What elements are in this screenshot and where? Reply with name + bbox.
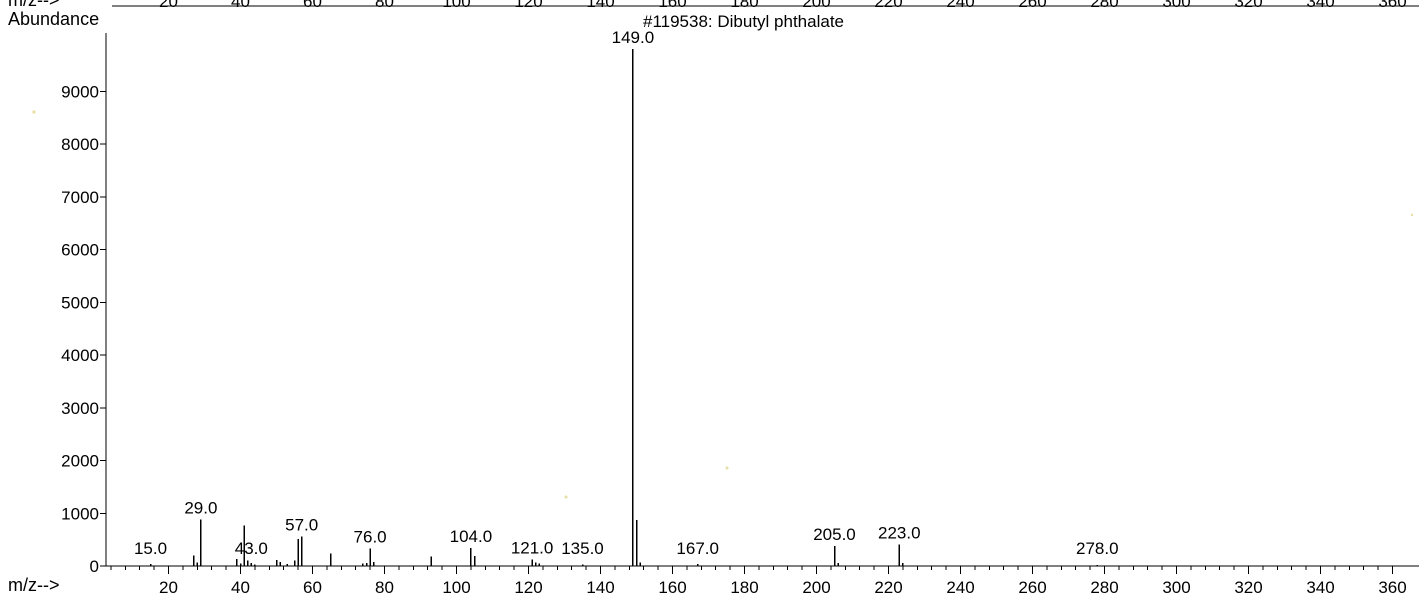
x-tick-label: 40	[231, 578, 250, 597]
x-tick-label: 340	[1306, 578, 1334, 597]
y-ticks	[100, 90, 106, 567]
peak-labels: 15.0 29.0 43.0 57.0 76.0 104.0 121.0 135.0 149.0…	[134, 28, 1119, 558]
x-tick-label: 260	[1018, 578, 1046, 597]
x-tick-label: 140	[586, 578, 614, 597]
x-tick-label: 200	[802, 578, 830, 597]
y-tick-labels: 0 1000 2000 3000 4000 5000 6000 7000 8000 9000	[61, 82, 99, 576]
x-tick-label: 280	[1090, 578, 1118, 597]
top-tick-label: 280	[1090, 0, 1118, 11]
y-tick-label: 4000	[61, 346, 99, 365]
top-tick-label: 60	[303, 0, 322, 11]
top-tick-label: 100	[442, 0, 470, 11]
peak-label: 223.0	[878, 523, 921, 542]
chart-title: #119538: Dibutyl phthalate	[643, 12, 844, 31]
peak-label: 121.0	[511, 539, 554, 558]
x-tick-label: 60	[303, 578, 322, 597]
x-tick-label: 300	[1162, 578, 1190, 597]
x-tick-label: 120	[514, 578, 542, 597]
x-axis-label: m/z-->	[8, 575, 60, 595]
x-tick-label: 180	[730, 578, 758, 597]
top-tick-label: 200	[802, 0, 830, 11]
y-tick-label: 5000	[61, 293, 99, 312]
top-tick-label: 120	[514, 0, 542, 11]
peaks	[149, 49, 1099, 566]
scan-speck	[1410, 213, 1414, 217]
y-axis-label: Abundance	[8, 9, 99, 29]
x-tick-label: 220	[874, 578, 902, 597]
top-tick-label: 140	[586, 0, 614, 11]
y-tick-label: 6000	[61, 241, 99, 260]
scan-speck	[725, 466, 729, 470]
y-tick-label: 0	[90, 557, 99, 576]
top-tick-label: 20	[159, 0, 178, 11]
peak-label: 149.0	[612, 28, 655, 47]
top-tick-labels: 20 40 60 80 100 120 140 160 180 200 220 240 260 280 30…	[159, 0, 1407, 11]
top-tick-label: 340	[1306, 0, 1334, 11]
x-tick-label: 360	[1378, 578, 1406, 597]
peak-label: 15.0	[134, 539, 167, 558]
x-ticks	[110, 566, 1393, 574]
peak-label: 43.0	[235, 539, 268, 558]
y-tick-label: 2000	[61, 452, 99, 471]
y-tick-label: 3000	[61, 399, 99, 418]
scan-speck	[564, 495, 568, 499]
y-tick-label: 9000	[61, 82, 99, 101]
x-tick-labels: 20 40 60 80 100 120 140 160 180 200 220 240 260 280 30…	[159, 578, 1407, 597]
top-tick-label: 360	[1378, 0, 1406, 11]
x-tick-label: 80	[375, 578, 394, 597]
top-tick-label: 260	[1018, 0, 1046, 11]
peak-label: 135.0	[561, 539, 604, 558]
peak-label: 205.0	[813, 525, 856, 544]
peak-label: 278.0	[1076, 539, 1119, 558]
top-tick-label: 240	[946, 0, 974, 11]
x-tick-label: 100	[442, 578, 470, 597]
top-tick-label: 160	[658, 0, 686, 11]
top-tick-label: 80	[375, 0, 394, 11]
peak-label: 104.0	[450, 527, 493, 546]
x-tick-label: 320	[1234, 578, 1262, 597]
scan-speck	[32, 110, 36, 114]
x-tick-label: 160	[658, 578, 686, 597]
top-tick-label: 320	[1234, 0, 1262, 11]
top-tick-label: 180	[730, 0, 758, 11]
scan-specks	[32, 110, 1414, 499]
y-tick-label: 1000	[61, 504, 99, 523]
y-tick-label: 8000	[61, 135, 99, 154]
peak-label: 76.0	[354, 528, 387, 547]
top-axis-label: m/z-->	[8, 0, 60, 10]
top-tick-label: 300	[1162, 0, 1190, 11]
top-tick-label: 40	[231, 0, 250, 11]
peak-label: 167.0	[676, 539, 719, 558]
x-tick-label: 240	[946, 578, 974, 597]
top-tick-label: 220	[874, 0, 902, 11]
peak-label: 57.0	[285, 515, 318, 534]
x-tick-label: 20	[159, 578, 178, 597]
top-axis: m/z--> 20 40 60 80 100 120 140 160 180 200 220 240 2…	[8, 0, 1419, 11]
peak-label: 29.0	[184, 499, 217, 518]
y-tick-label: 7000	[61, 188, 99, 207]
